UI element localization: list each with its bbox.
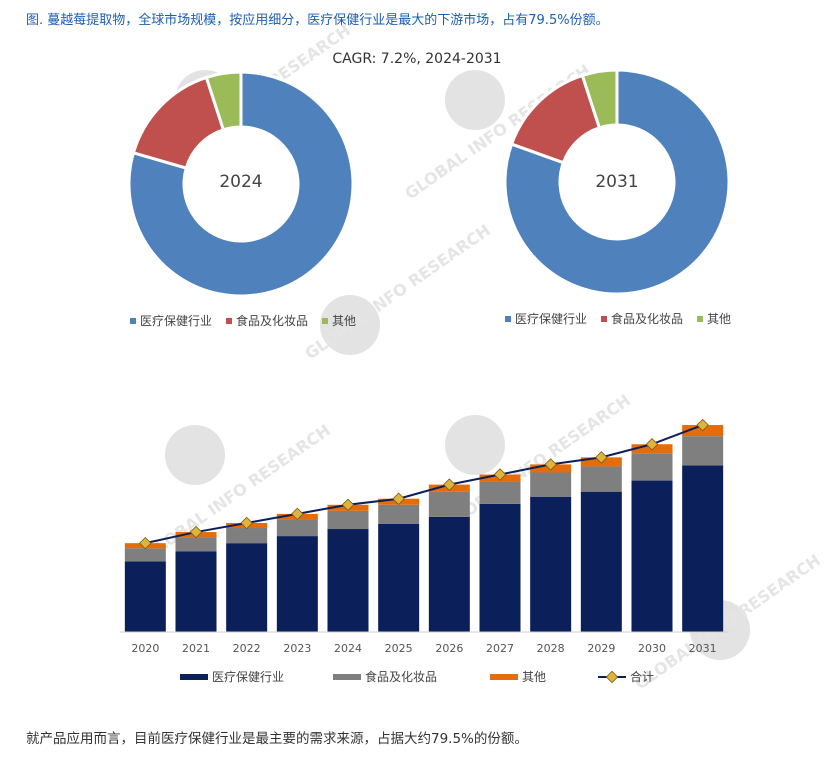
- bar-segment-healthcare: [428, 516, 470, 632]
- x-tick-label: 2031: [689, 642, 717, 655]
- x-tick-label: 2027: [486, 642, 514, 655]
- legend-swatch-healthcare: [505, 316, 511, 322]
- bar-segment-food-cosmetics: [580, 466, 622, 492]
- legend-swatch-other: [490, 674, 518, 680]
- total-marker: [240, 516, 253, 530]
- total-marker: [696, 418, 709, 432]
- bar-segment-food-cosmetics: [378, 504, 420, 524]
- stacked-bar-chart: 2020 2021 2022 2023 2024 2025 2026 2027 2028 2029…: [124, 418, 724, 655]
- x-tick-label: 2026: [435, 642, 463, 655]
- bar-segment-healthcare: [631, 480, 673, 632]
- donut-center-label-2031: 2031: [595, 172, 638, 192]
- legend-label-food-cosmetics: 食品及化妆品: [236, 313, 308, 328]
- bar-segment-food-cosmetics: [479, 481, 521, 504]
- bar-segment-food-cosmetics: [631, 453, 673, 481]
- total-marker: [291, 507, 304, 521]
- donut-slice-other: [204, 70, 243, 132]
- x-tick-label: 2022: [233, 642, 261, 655]
- x-tick-label: 2024: [334, 642, 362, 655]
- bar-segment-healthcare: [226, 543, 268, 632]
- legend-label-healthcare: 医疗保健行业: [140, 314, 212, 328]
- donut-legend-2024: 医疗保健行业 食品及化妆品 其他: [130, 313, 356, 328]
- donut-chart-2031: [503, 68, 731, 296]
- legend-swatch-food-cosmetics: [333, 674, 361, 680]
- legend-swatch-food-cosmetics: [226, 318, 232, 324]
- legend-label-other: 其他: [522, 670, 546, 684]
- bar-segment-food-cosmetics: [124, 548, 166, 562]
- legend-label-food-cosmetics: 食品及化妆品: [365, 669, 437, 684]
- total-line: [145, 424, 704, 545]
- legend-label-healthcare: 医疗保健行业: [212, 670, 284, 684]
- donut-legend-2031: 医疗保健行业 食品及化妆品 其他: [505, 311, 731, 326]
- bar-segment-food-cosmetics: [226, 528, 268, 544]
- legend-label-total: 合计: [630, 669, 654, 684]
- legend-label-other: 其他: [332, 314, 356, 328]
- bar-segment-healthcare: [580, 491, 622, 632]
- total-marker: [493, 468, 507, 481]
- footer-text: 就产品应用而言，目前医疗保健行业是最主要的需求来源，占据大约79.5%的份额。: [26, 731, 528, 747]
- donut-chart-title: CAGR: 7.2%, 2024-2031: [332, 51, 501, 67]
- bar-segment-food-cosmetics: [682, 436, 724, 466]
- bar-segment-healthcare: [479, 503, 521, 632]
- donut-center-label-2024: 2024: [219, 172, 262, 192]
- x-tick-label: 2030: [638, 642, 666, 655]
- bar-segment-healthcare: [276, 536, 318, 632]
- total-marker: [392, 492, 405, 505]
- legend-swatch-other: [322, 318, 328, 324]
- legend-marker-total: [605, 670, 619, 684]
- donut-slice-healthcare: [503, 68, 731, 296]
- legend-label-other: 其他: [707, 312, 731, 326]
- legend-label-food-cosmetics: 食品及化妆品: [611, 311, 683, 326]
- total-marker: [189, 525, 203, 539]
- bar-segment-food-cosmetics: [428, 491, 470, 517]
- total-marker: [341, 498, 355, 512]
- bar-segment-healthcare: [682, 465, 724, 632]
- donut-slice-healthcare: [127, 70, 355, 298]
- donut-slice-other: [580, 68, 619, 130]
- bar-segment-food-cosmetics: [276, 519, 318, 537]
- x-tick-label: 2020: [131, 642, 159, 655]
- x-tick-label: 2029: [587, 642, 615, 655]
- total-marker: [139, 536, 152, 550]
- total-marker: [595, 451, 608, 464]
- bar-legend: 医疗保健行业 食品及化妆品 其他 合计: [180, 669, 654, 684]
- legend-swatch-food-cosmetics: [601, 316, 607, 322]
- legend-label-healthcare: 医疗保健行业: [515, 312, 587, 326]
- legend-swatch-healthcare: [130, 318, 136, 324]
- bar-segment-food-cosmetics: [327, 510, 369, 530]
- x-tick-label: 2025: [385, 642, 413, 655]
- x-tick-label: 2021: [182, 642, 210, 655]
- figure-caption: 图. 蔓越莓提取物，全球市场规模，按应用细分，医疗保健行业是最大的下游市场，占有…: [26, 13, 609, 28]
- bar-segment-food-cosmetics: [175, 537, 217, 552]
- bar-segment-healthcare: [530, 496, 572, 632]
- x-tick-label: 2028: [537, 642, 565, 655]
- bar-segment-healthcare: [175, 551, 217, 632]
- bar-segment-healthcare: [327, 529, 369, 632]
- bar-segment-food-cosmetics: [530, 472, 572, 497]
- total-marker: [645, 438, 659, 451]
- donut-chart-2024: [127, 70, 355, 298]
- total-marker: [443, 478, 456, 491]
- bar-segment-healthcare: [124, 561, 166, 632]
- legend-swatch-healthcare: [180, 674, 208, 680]
- bar-segment-healthcare: [378, 523, 420, 632]
- total-marker: [544, 458, 557, 471]
- x-tick-label: 2023: [283, 642, 311, 655]
- legend-swatch-other: [697, 316, 703, 322]
